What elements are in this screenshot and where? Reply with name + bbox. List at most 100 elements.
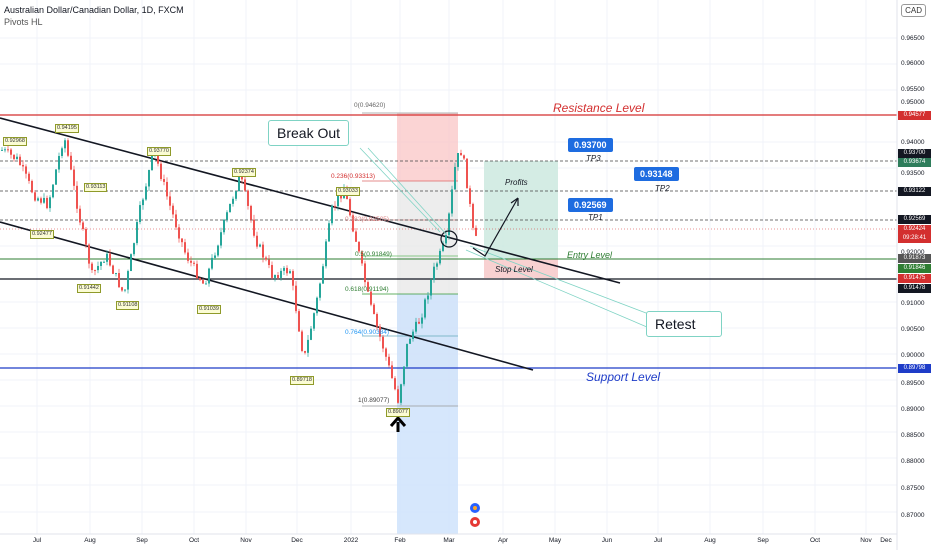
time-tick: Sep bbox=[757, 537, 769, 544]
candle-body bbox=[391, 365, 393, 379]
time-tick: Nov bbox=[240, 537, 252, 544]
entry-label: Entry Level bbox=[567, 250, 613, 260]
candle-body bbox=[313, 313, 315, 329]
candle-body bbox=[466, 158, 468, 189]
candle-body bbox=[70, 155, 72, 170]
candle-body bbox=[454, 166, 456, 190]
price-tick: 0.92000 bbox=[901, 249, 925, 256]
candle-body bbox=[241, 175, 243, 180]
candle-body bbox=[223, 219, 225, 233]
candle-body bbox=[46, 197, 48, 209]
candle-body bbox=[421, 317, 423, 324]
candle-body bbox=[397, 389, 399, 403]
candle-body bbox=[55, 169, 57, 185]
candle-body bbox=[52, 184, 54, 198]
pivot-label: 0.91442 bbox=[77, 284, 101, 293]
time-tick: Oct bbox=[809, 537, 821, 544]
time-tick: Jul bbox=[653, 537, 663, 544]
price-tick: 0.96500 bbox=[901, 35, 925, 42]
candle-body bbox=[301, 331, 303, 352]
candle-body bbox=[367, 282, 369, 292]
time-tick: Mar bbox=[443, 537, 455, 544]
candle-body bbox=[82, 222, 84, 229]
candle-body bbox=[352, 215, 354, 232]
countdown-tag: 09:28:41 bbox=[898, 234, 931, 243]
fib-label: 0.236(0.93313) bbox=[331, 173, 376, 180]
candle-body bbox=[334, 205, 336, 207]
candle-body bbox=[412, 331, 414, 339]
candlesticks bbox=[1, 138, 477, 406]
candle-body bbox=[445, 235, 447, 244]
time-tick: Aug bbox=[704, 537, 716, 544]
price-tag-entry: 0.91846 bbox=[898, 264, 931, 273]
time-tick: Jul bbox=[32, 537, 42, 544]
candle-body bbox=[319, 283, 321, 298]
time-tick: Nov bbox=[860, 537, 872, 544]
breakout-callout: Break Out bbox=[268, 120, 350, 146]
candle-body bbox=[400, 384, 402, 403]
candle-body bbox=[436, 263, 438, 267]
candle-body bbox=[172, 205, 174, 215]
candle-body bbox=[433, 266, 435, 280]
candle-body bbox=[277, 275, 279, 278]
candle-body bbox=[226, 212, 228, 220]
currency-badge[interactable]: CAD bbox=[901, 4, 926, 17]
pivot-label: 0.93033 bbox=[336, 187, 360, 196]
candle-body bbox=[325, 241, 327, 267]
candle-body bbox=[340, 195, 342, 199]
candle-body bbox=[112, 265, 114, 274]
pivot-label: 0.93113 bbox=[84, 183, 108, 192]
candle-body bbox=[142, 199, 144, 206]
time-tick: Dec bbox=[291, 537, 303, 544]
candle-body bbox=[175, 214, 177, 228]
candle-body bbox=[73, 169, 75, 186]
price-tick: 0.90000 bbox=[901, 352, 925, 359]
fib-label: 0.618(0.91194) bbox=[345, 286, 389, 293]
candle-body bbox=[283, 267, 285, 271]
candle-body bbox=[322, 266, 324, 284]
profits-label: Profits bbox=[505, 178, 528, 187]
breakout-circle bbox=[440, 230, 458, 248]
current-price-tag: 0.92424 bbox=[898, 225, 931, 234]
candle-body bbox=[61, 148, 63, 156]
time-axis[interactable]: Jul Aug Sep Oct Nov Dec 2022 Feb Mar Apr… bbox=[0, 534, 895, 550]
candle-body bbox=[370, 291, 372, 305]
candle-body bbox=[418, 321, 420, 324]
candle-body bbox=[298, 311, 300, 332]
price-tick: 0.87500 bbox=[901, 485, 925, 492]
candle-body bbox=[94, 270, 96, 272]
candle-body bbox=[22, 164, 24, 167]
price-tick: 0.95000 bbox=[901, 99, 925, 106]
candle-body bbox=[139, 205, 141, 223]
candle-body bbox=[76, 185, 78, 209]
candle-body bbox=[151, 154, 153, 171]
candle-body bbox=[106, 253, 108, 262]
price-tag: 0.91475 bbox=[898, 274, 931, 283]
price-tag: 0.91873 bbox=[898, 254, 931, 263]
candle-body bbox=[160, 163, 162, 180]
candle-body bbox=[379, 326, 381, 337]
candle-body bbox=[64, 140, 66, 149]
price-tick: 0.93500 bbox=[901, 170, 925, 177]
candle-body bbox=[373, 304, 375, 314]
candle-body bbox=[250, 205, 252, 220]
candle-body bbox=[265, 257, 267, 260]
price-tag-stop: 0.91478 bbox=[898, 284, 931, 293]
time-tick: Sep bbox=[136, 537, 148, 544]
candle-body bbox=[208, 268, 210, 284]
price-tag: 0.93700 bbox=[898, 149, 931, 158]
candle-body bbox=[79, 208, 81, 223]
price-axis[interactable]: 0.96500 0.96000 0.95500 0.95000 0.94000 … bbox=[897, 0, 932, 550]
candle-body bbox=[103, 261, 105, 263]
chart-header: Australian Dollar/Canadian Dollar, 1D, F… bbox=[4, 4, 184, 28]
arrow-head-icon bbox=[510, 197, 519, 206]
pivot-label: 0.91108 bbox=[116, 301, 140, 310]
candle-body bbox=[262, 244, 264, 258]
candle-body bbox=[127, 271, 129, 290]
candle-body bbox=[4, 149, 6, 151]
chart-title: Australian Dollar/Canadian Dollar, 1D, F… bbox=[4, 5, 184, 15]
time-tick: May bbox=[548, 537, 562, 544]
candle-body bbox=[256, 235, 258, 247]
channel-upper-line[interactable] bbox=[0, 117, 621, 284]
